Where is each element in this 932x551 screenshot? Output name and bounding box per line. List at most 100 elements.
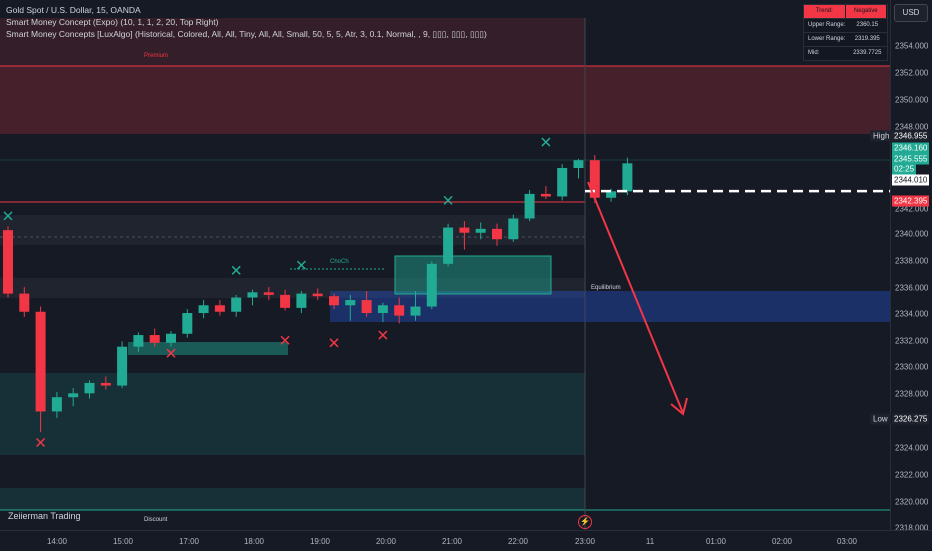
candle-body xyxy=(263,292,274,295)
discount-lower-zone xyxy=(0,488,585,510)
low-tag: Low xyxy=(870,413,891,425)
arrow-head xyxy=(670,397,688,416)
candle-body xyxy=(410,306,421,316)
candle-body xyxy=(540,193,551,197)
symbol-title[interactable]: Gold Spot / U.S. Dollar, 15, OANDA xyxy=(6,5,141,15)
candle-body xyxy=(247,292,258,298)
mid-label: Mid: xyxy=(808,50,820,56)
indicator-smc-expo[interactable]: Smart Money Concept (Expo) (10, 1, 1, 2,… xyxy=(6,17,219,27)
time-tick-label: 23:00 xyxy=(574,537,596,546)
premium-label: Premium xyxy=(144,53,169,59)
candle-body xyxy=(166,333,176,343)
trend-table: Trend: Negative Upper Range: 2360.15 Low… xyxy=(803,4,888,61)
trend-label: Trend: xyxy=(804,5,846,18)
time-axis[interactable] xyxy=(0,530,932,551)
discount-zone xyxy=(0,373,585,455)
upper-range-label: Upper Range: xyxy=(808,22,846,28)
candle-body xyxy=(117,346,128,386)
candle-body xyxy=(589,160,600,198)
time-tick-label: 14:00 xyxy=(46,537,68,546)
time-tick-label: 20:00 xyxy=(375,537,397,546)
swing-marker xyxy=(280,335,290,345)
price-tick-label: 2320.000 xyxy=(895,497,929,507)
candle-body xyxy=(606,191,617,198)
candle-body xyxy=(508,218,519,240)
discount-label: Discount xyxy=(144,517,168,523)
price-tick-label: 2318.000 xyxy=(895,523,929,533)
upper-range-value: 2360.15 xyxy=(856,22,879,28)
candle-body xyxy=(459,227,470,233)
candle-body xyxy=(133,335,144,347)
lower-range-label: Lower Range: xyxy=(808,36,846,42)
price-tick-label: 2324.000 xyxy=(895,443,929,453)
time-tick-label: 19:00 xyxy=(309,537,331,546)
swing-marker xyxy=(378,330,388,340)
price-tick-label: 2350.000 xyxy=(895,95,929,105)
time-tick-label: 22:00 xyxy=(507,537,529,546)
candle-body xyxy=(329,296,339,306)
candle-body xyxy=(198,305,209,314)
price-tick-label: 2348.000 xyxy=(895,122,929,132)
trend-table-row: Lower Range: 2319.395 xyxy=(804,32,887,46)
bid-price-label: 2345.555 xyxy=(892,153,930,165)
equilibrium-label: Equilibrium xyxy=(591,285,621,291)
time-tick-label: 02:00 xyxy=(771,537,793,546)
time-tick-label: 17:00 xyxy=(178,537,200,546)
candle-body xyxy=(3,230,13,294)
time-tick-label: 11 xyxy=(645,537,655,546)
trend-value: Negative xyxy=(845,5,887,18)
price-axis[interactable] xyxy=(890,0,932,530)
price-tick-label: 2330.000 xyxy=(895,362,929,372)
current-price-label: 2346.160 xyxy=(892,142,930,154)
chart-pane[interactable] xyxy=(0,0,890,530)
price-tick-label: 2336.000 xyxy=(895,283,929,293)
watermark: Zeiierman Trading xyxy=(8,511,81,521)
price-tick-label: 2328.000 xyxy=(895,389,929,399)
candle-body xyxy=(524,193,535,219)
swing-marker xyxy=(166,348,176,358)
price-tick-label: 2332.000 xyxy=(895,336,929,346)
lightning-icon[interactable]: ⚡ xyxy=(578,515,592,529)
candle-body xyxy=(149,335,160,343)
swing-marker xyxy=(329,338,339,348)
candle-body xyxy=(377,305,388,314)
time-tick-label: 15:00 xyxy=(112,537,134,546)
swing-marker xyxy=(541,137,551,147)
time-tick-label: 18:00 xyxy=(243,537,265,546)
candle-body xyxy=(296,293,307,308)
candle-body xyxy=(557,167,568,197)
swing-marker xyxy=(231,265,241,275)
candle-body xyxy=(231,297,242,312)
choch-label: ChoCh xyxy=(330,259,349,265)
projection-arrow xyxy=(587,181,684,414)
candle-body xyxy=(182,313,193,334)
time-tick-label: 01:00 xyxy=(705,537,727,546)
candle-body xyxy=(84,382,95,394)
price-tick-label: 2354.000 xyxy=(895,41,929,51)
range-band xyxy=(0,278,585,298)
candle-body xyxy=(100,382,111,386)
mid-value: 2339.7725 xyxy=(853,50,882,56)
price-tick-label: 2338.000 xyxy=(895,256,929,266)
trend-table-header: Trend: Negative xyxy=(804,5,887,18)
trend-table-row: Mid: 2339.7725 xyxy=(804,46,887,60)
low-price-label: 2326.275 xyxy=(892,413,930,425)
candle-body xyxy=(35,311,46,412)
candle-body xyxy=(312,293,323,297)
candle-body xyxy=(214,305,225,312)
candle-body xyxy=(361,300,372,314)
lower-range-value: 2319.395 xyxy=(854,36,880,42)
price-tick-label: 2340.000 xyxy=(895,229,929,239)
currency-button[interactable]: USD xyxy=(894,4,928,22)
chart-legend: Gold Spot / U.S. Dollar, 15, OANDA Smart… xyxy=(6,4,487,40)
price-tick-label: 2334.000 xyxy=(895,309,929,319)
time-tick-label: 21:00 xyxy=(441,537,463,546)
countdown-label: 02:25 xyxy=(892,163,917,175)
swing-marker xyxy=(443,195,453,205)
candle-body xyxy=(475,228,486,233)
candle-body xyxy=(19,293,30,312)
indicator-smc-luxalgo[interactable]: Smart Money Concepts [LuxAlgo] (Historic… xyxy=(6,29,487,39)
price-chart[interactable] xyxy=(0,0,890,530)
price-tick-label: 2322.000 xyxy=(895,470,929,480)
price-tick-label: 2342.000 xyxy=(895,204,929,214)
